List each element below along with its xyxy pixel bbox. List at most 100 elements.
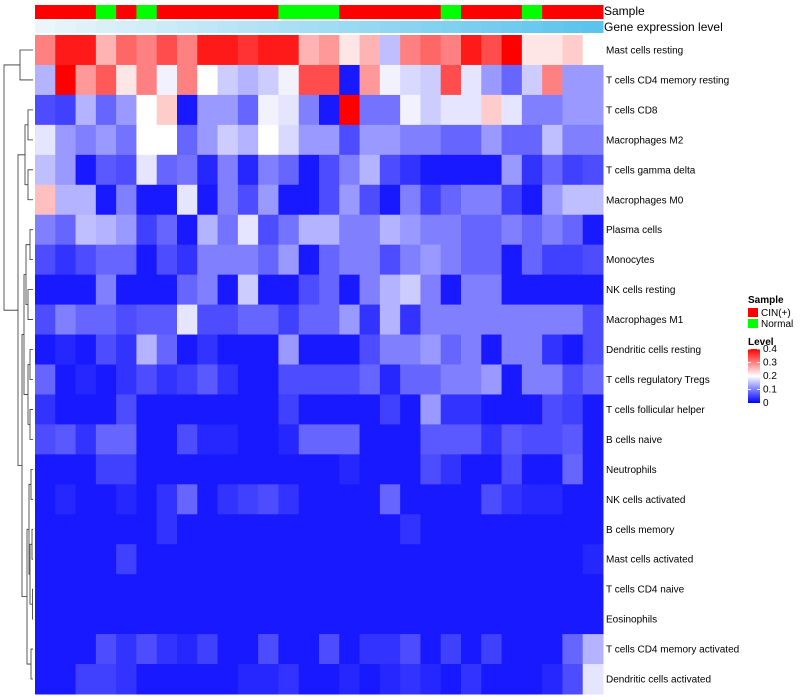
heatmap-cell	[420, 214, 442, 246]
heatmap-cell	[461, 184, 482, 216]
heatmap-cell	[217, 64, 239, 96]
heatmap-cell	[461, 454, 482, 485]
level-cell	[217, 21, 239, 33]
heatmap-cell	[481, 94, 503, 126]
heatmap-cell	[136, 664, 158, 695]
heatmap-cell	[298, 544, 320, 575]
legend-tick-0-2: 0.2	[763, 371, 777, 382]
heatmap-cell	[217, 274, 239, 306]
heatmap-cell	[278, 94, 300, 126]
heatmap-cell	[35, 484, 56, 515]
dendrogram-branch	[27, 169, 33, 201]
heatmap-cell	[461, 514, 482, 545]
heatmap-cell	[562, 274, 584, 306]
heatmap-cell	[542, 64, 563, 96]
heatmap-cell	[55, 394, 77, 425]
heatmap-cell	[298, 664, 320, 695]
heatmap-cell	[319, 334, 340, 365]
heatmap-cell	[339, 544, 361, 575]
heatmap-cell	[461, 154, 482, 186]
legend-tick-0-4: 0.4	[763, 344, 777, 355]
heatmap-cell	[562, 214, 584, 246]
heatmap-cell	[177, 604, 198, 635]
heatmap-cell	[319, 304, 340, 336]
heatmap-cell	[258, 334, 279, 365]
heatmap-cell	[582, 604, 604, 635]
heatmap-cell	[440, 394, 462, 425]
heatmap-cell	[501, 454, 523, 485]
heatmap-cell	[217, 244, 239, 276]
heatmap-cell	[400, 604, 421, 635]
heatmap-cell	[339, 484, 361, 515]
heatmap-cell	[278, 244, 300, 276]
heatmap-cell	[95, 364, 117, 395]
heatmap-cell	[298, 94, 320, 126]
heatmap-cell	[237, 154, 259, 186]
heatmap-cell	[55, 574, 77, 605]
heatmap-cell	[278, 454, 300, 485]
heatmap-cell	[542, 35, 563, 66]
heatmap-cell	[116, 484, 137, 515]
heatmap-cell	[339, 664, 361, 695]
heatmap-cell	[136, 544, 158, 575]
row-label: Neutrophils	[606, 465, 657, 476]
heatmap-cell	[400, 364, 421, 395]
heatmap-cell	[400, 334, 421, 365]
dendrogram-branch	[24, 124, 28, 186]
legend-swatch-cin	[748, 308, 758, 317]
heatmap-cell	[258, 574, 279, 605]
row-label: T cells CD4 memory activated	[606, 645, 739, 656]
heatmap-cell	[197, 394, 219, 425]
heatmap-cell	[501, 544, 523, 575]
heatmap-cell	[278, 604, 300, 635]
level-cell	[197, 21, 219, 33]
heatmap-cell	[481, 484, 503, 515]
heatmap-cell	[258, 514, 279, 545]
heatmap-cell	[562, 364, 584, 395]
heatmap-cell	[95, 664, 117, 695]
heatmap-cell	[278, 214, 300, 246]
heatmap-cell	[197, 154, 219, 186]
heatmap-cell	[95, 484, 117, 515]
heatmap-cell	[217, 514, 239, 545]
heatmap-cell	[420, 124, 442, 156]
heatmap-cell	[521, 484, 543, 515]
sample-cell-cin	[400, 5, 421, 19]
heatmap-cell	[562, 394, 584, 425]
heatmap-cell	[35, 94, 56, 126]
level-cell	[237, 21, 259, 33]
heatmap-cell	[542, 364, 563, 395]
heatmap-cell	[156, 214, 178, 246]
level-cell	[440, 21, 462, 33]
heatmap-cell	[582, 124, 604, 156]
heatmap-cell	[197, 124, 219, 156]
level-cell	[156, 21, 178, 33]
heatmap-cell	[319, 35, 340, 66]
heatmap-cell	[156, 184, 178, 216]
heatmap-cell	[521, 35, 543, 66]
heatmap-cell	[217, 304, 239, 336]
heatmap-cell	[197, 334, 219, 365]
level-cell	[258, 21, 279, 33]
heatmap-cell	[481, 544, 503, 575]
heatmap-cell	[156, 484, 178, 515]
heatmap-cell	[501, 574, 523, 605]
heatmap-cell	[379, 544, 401, 575]
legend-sample-title: Sample	[748, 295, 784, 306]
heatmap-cell	[440, 424, 462, 455]
heatmap-cell	[440, 634, 462, 665]
heatmap-cell	[461, 214, 482, 246]
heatmap-cell	[379, 304, 401, 336]
heatmap-cell	[521, 274, 543, 306]
sample-cell-cin	[258, 5, 279, 19]
heatmap-cell	[562, 184, 584, 216]
heatmap-cell	[319, 124, 340, 156]
heatmap-cell	[379, 334, 401, 365]
heatmap-cell	[521, 364, 543, 395]
heatmap-cell	[461, 424, 482, 455]
heatmap-cell	[237, 64, 259, 96]
heatmap-cell	[420, 634, 442, 665]
sample-cell-cin	[177, 5, 198, 19]
heatmap-cell	[440, 64, 462, 96]
heatmap-cell	[237, 544, 259, 575]
